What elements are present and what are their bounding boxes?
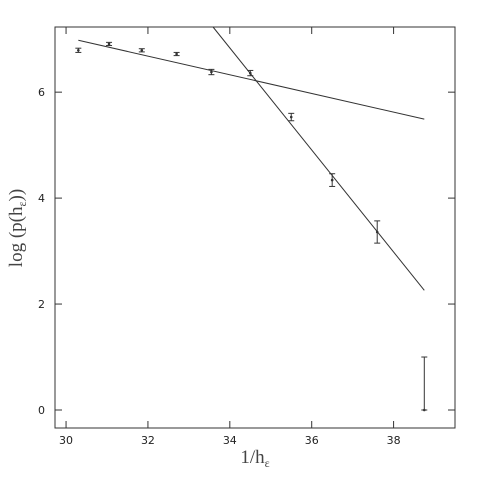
x-label-main: 1/h [240,447,265,468]
x-tick-label: 36 [305,434,319,447]
point [140,49,144,52]
x-tick-label: 32 [141,434,155,447]
point [77,49,80,52]
point [375,230,379,234]
y-label-main: log (p(h [6,206,27,267]
point [330,178,334,182]
x-tick-label: 38 [387,434,401,447]
y-tick-label: 4 [38,192,45,205]
point [210,70,213,74]
fit-line [78,39,425,120]
plot-frame [54,26,456,429]
y-tick-label: 2 [38,298,45,311]
point [175,52,178,56]
y-label-sub: ε [15,201,29,206]
point [289,115,293,119]
point [248,71,252,75]
y-label-end: )) [6,189,27,202]
point [107,42,111,46]
x-axis-label: 1/hε [240,447,269,470]
x-tick-label: 34 [223,434,237,447]
x-tick-label: 30 [59,434,73,447]
y-tick-label: 0 [38,404,45,417]
fit-line [212,26,425,291]
y-axis-label: log (p(hε)) [6,189,29,267]
point [422,408,426,412]
y-tick-label: 6 [38,86,45,99]
x-label-sub: ε [265,456,270,470]
